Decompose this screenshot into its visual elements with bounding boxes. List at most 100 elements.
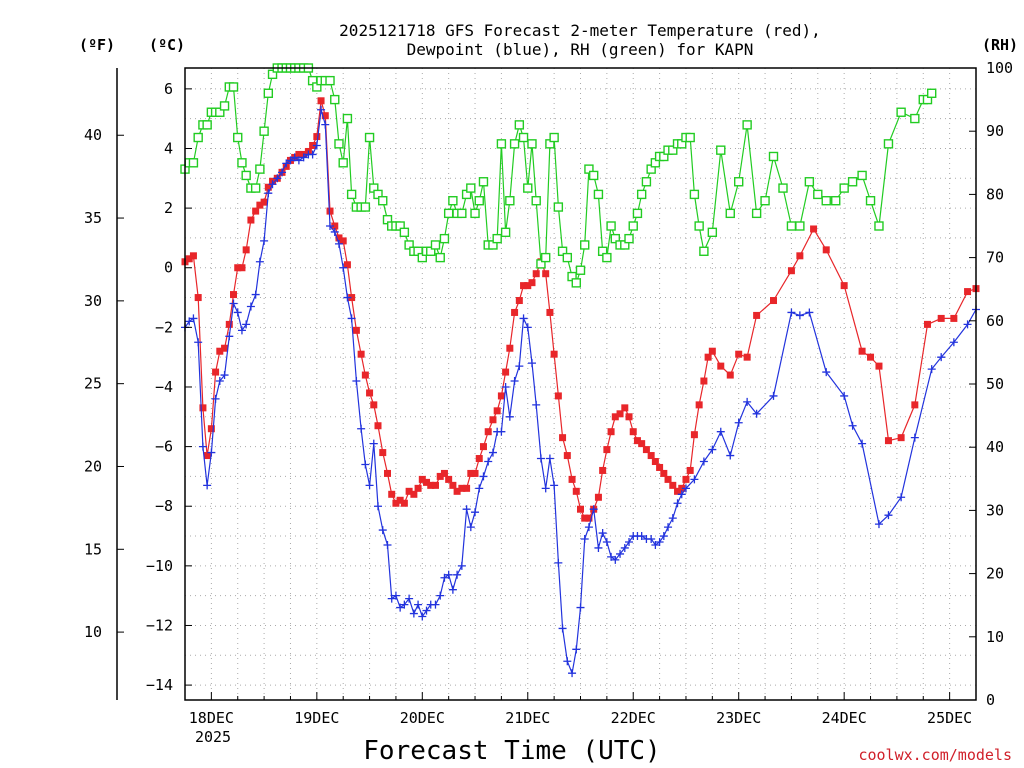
rh-point — [831, 196, 841, 206]
rh-point — [439, 233, 450, 244]
dewpoint-point — [743, 397, 752, 406]
dewpoint-point — [659, 532, 668, 541]
temperature-point — [647, 452, 655, 460]
temperature-point — [366, 389, 374, 397]
temperature-point — [577, 505, 584, 513]
rh-point — [325, 75, 335, 86]
dewpoint-point — [268, 180, 277, 189]
temperature-point — [594, 493, 602, 501]
rh-point — [215, 107, 225, 117]
x-tick-label: 25DEC — [927, 709, 972, 727]
temperature-point — [207, 425, 215, 433]
celsius-tick-label: −6 — [155, 438, 173, 456]
rh-point — [399, 227, 410, 238]
chart-title-line2: Dewpoint (blue), RH (green) for KAPN — [407, 40, 754, 59]
rh-point — [492, 233, 502, 244]
dewpoint-point — [647, 535, 656, 544]
temperature-point — [216, 347, 224, 355]
temperature-point — [678, 484, 686, 492]
temperature-point — [479, 443, 487, 451]
dewpoint-point — [576, 603, 585, 612]
temperature-point — [388, 490, 396, 498]
rh-point — [584, 164, 594, 174]
dewpoint-point — [391, 591, 400, 600]
temperature-point — [911, 401, 919, 409]
dewpoint-point — [321, 120, 330, 129]
temperature-point — [585, 514, 593, 522]
temperature-point — [352, 326, 360, 334]
dewpoint-point — [400, 600, 409, 609]
dewpoint-point — [225, 332, 234, 341]
temperature-point — [638, 440, 646, 448]
dewpoint-point — [294, 156, 303, 165]
dewpoint-point — [510, 377, 519, 386]
celsius-tick-label: −12 — [146, 616, 173, 634]
rh-point — [786, 221, 797, 231]
temperature-point — [700, 377, 708, 385]
celsius-tick-label: −8 — [155, 497, 173, 515]
temperature-point — [400, 499, 408, 507]
dewpoint-point — [484, 457, 493, 466]
dewpoint-point — [699, 457, 708, 466]
dewpoint-point — [215, 377, 224, 386]
dewpoint-point — [233, 308, 242, 317]
rh-point — [606, 221, 616, 231]
dewpoint-point — [440, 573, 449, 582]
dewpoint-point — [927, 365, 936, 374]
dewpoint-point — [273, 174, 282, 183]
temperature-point — [546, 308, 554, 316]
rh-point — [628, 221, 638, 231]
temperature-point — [440, 469, 448, 477]
celsius-tick-label: 0 — [164, 259, 173, 277]
temperature-point — [493, 407, 501, 415]
dewpoint-point — [505, 412, 514, 421]
rh-point — [694, 221, 704, 231]
rh-point — [404, 240, 414, 250]
temperature-point — [669, 481, 677, 489]
temperature-point — [897, 434, 905, 442]
dewpoint-point — [690, 475, 699, 484]
dewpoint-point — [479, 472, 488, 481]
dewpoint-point — [681, 484, 690, 493]
temperature-point — [642, 446, 650, 454]
rh-point — [707, 227, 718, 238]
temperature-point — [629, 428, 637, 436]
dewpoint-point — [580, 535, 589, 544]
fahrenheit-tick-label: 10 — [84, 623, 102, 641]
celsius-tick-label: 4 — [164, 139, 173, 157]
rh-point — [474, 196, 484, 206]
dewpoint-point — [471, 508, 480, 517]
temperature-point — [335, 234, 343, 242]
dewpoint-point — [343, 293, 352, 302]
x-year-label: 2025 — [195, 728, 231, 746]
celsius-tick-label: −10 — [146, 557, 173, 575]
temperature-point — [950, 314, 958, 322]
dewpoint-point — [488, 448, 497, 457]
rh-point — [338, 158, 348, 168]
dewpoint-point — [374, 502, 383, 511]
rh-point — [804, 177, 815, 187]
dewpoint-point — [361, 460, 370, 469]
dewpoint-point — [726, 451, 735, 460]
temperature-point — [256, 201, 264, 209]
temperature-point — [230, 291, 238, 299]
dewpoint-point — [436, 591, 445, 600]
fahrenheit-tick-label: 35 — [84, 209, 102, 227]
rh-point — [430, 240, 441, 250]
dewpoint-point — [339, 263, 348, 272]
temperature-point — [621, 404, 629, 412]
rh-point — [505, 196, 515, 206]
chart-title-line1: 2025121718 GFS Forecast 2-meter Temperat… — [339, 21, 821, 40]
fahrenheit-tick-label: 15 — [84, 540, 102, 558]
dewpoint-point — [282, 159, 291, 168]
dewpoint-point — [330, 227, 339, 236]
rh-point — [760, 196, 770, 206]
temperature-point — [194, 294, 202, 302]
temperature-point — [515, 297, 523, 305]
rh-point — [553, 202, 564, 212]
dewpoint-point — [352, 377, 361, 386]
temperature-point — [787, 267, 795, 275]
temperature-point — [423, 478, 431, 486]
rh-point — [435, 252, 445, 263]
temperature-point — [682, 475, 690, 483]
